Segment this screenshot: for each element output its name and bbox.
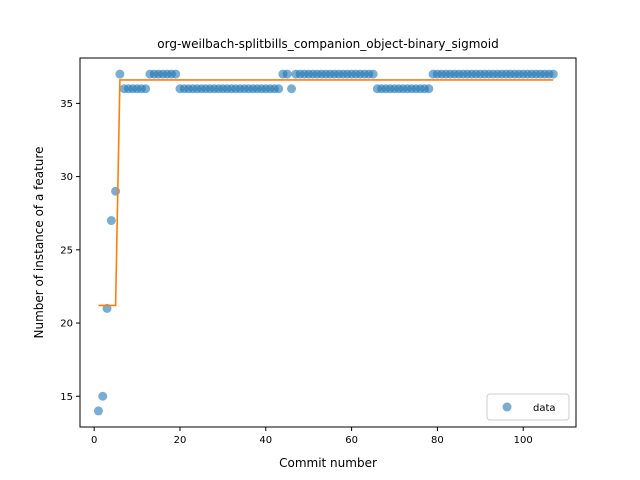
legend-label-data: data — [533, 403, 556, 414]
x-axis-label: Commit number — [279, 456, 377, 470]
y-tick-label: 20 — [60, 319, 73, 330]
x-tick-label: 60 — [345, 435, 358, 446]
y-tick-label: 30 — [60, 172, 73, 183]
y-tick-label: 25 — [60, 245, 73, 256]
data-point — [115, 69, 125, 79]
data-point — [287, 84, 297, 94]
data-point — [141, 84, 151, 94]
x-tick-label: 20 — [174, 435, 187, 446]
data-point — [98, 391, 108, 401]
x-axis-ticks: 0 20 40 60 80 100 — [91, 427, 533, 446]
data-point — [274, 84, 284, 94]
data-point — [424, 84, 434, 94]
x-tick-label: 0 — [91, 435, 97, 446]
axes-frame — [79, 57, 577, 428]
x-tick-label: 80 — [431, 435, 444, 446]
data-marks — [93, 69, 558, 416]
data-point — [171, 69, 181, 79]
legend-marker — [502, 402, 512, 412]
chart-title: org-weilbach-splitbills_companion_object… — [157, 37, 498, 51]
y-tick-label: 35 — [60, 99, 73, 110]
legend-box — [486, 393, 570, 421]
legend: data — [486, 393, 570, 421]
data-point — [368, 69, 378, 79]
y-axis-label: Number of instance of a feature — [32, 147, 46, 339]
data-point — [111, 186, 121, 196]
data-point — [282, 69, 292, 79]
fit-line — [98, 79, 554, 307]
data-point — [548, 69, 558, 79]
y-tick-label: 15 — [60, 392, 73, 403]
data-point — [106, 216, 116, 226]
x-tick-label: 100 — [514, 435, 533, 446]
y-axis-ticks: 15 20 25 30 35 — [60, 99, 80, 403]
x-tick-label: 40 — [259, 435, 272, 446]
data-point — [93, 406, 103, 416]
